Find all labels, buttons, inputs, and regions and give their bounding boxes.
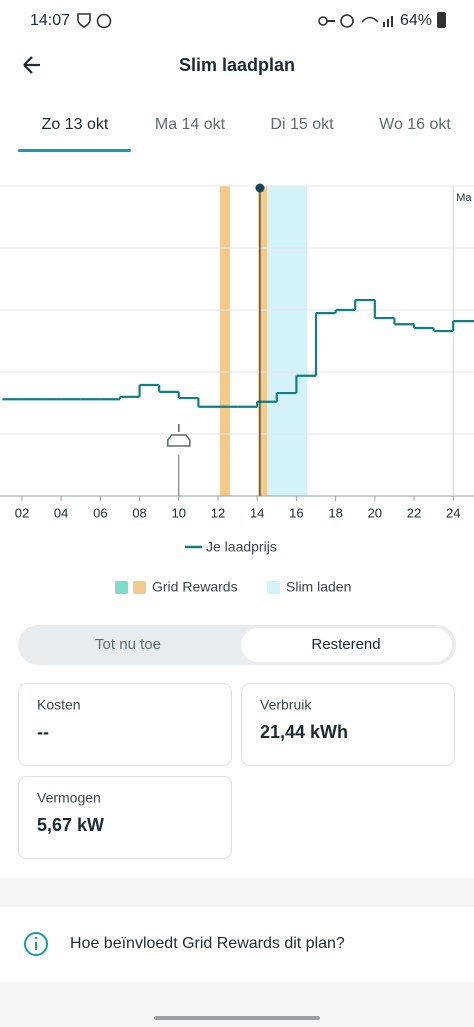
tab[interactable]: Di 15 okt <box>270 116 334 133</box>
legend-label: Slim laden <box>286 579 351 595</box>
toggle-option[interactable]: Tot nu toe <box>95 636 161 653</box>
card-label: Kosten <box>37 697 81 713</box>
header-title: Slim laadplan <box>179 55 295 75</box>
card-value: 21,44 kWh <box>260 722 348 742</box>
separator <box>0 878 474 906</box>
tab[interactable]: Ma 14 okt <box>155 116 226 133</box>
x-tick-label: 16 <box>289 505 303 520</box>
x-tick-label: 14 <box>250 505 264 520</box>
toggle-option[interactable]: Resterend <box>311 636 380 653</box>
info-row[interactable]: Hoe beïnvloedt Grid Rewards dit plan? <box>70 935 345 952</box>
status-icons <box>77 12 446 29</box>
x-tick-label: 20 <box>368 505 382 520</box>
toggle-options: Tot nu toe Resterend <box>95 628 452 662</box>
band <box>258 186 267 496</box>
legend-swatch <box>115 581 128 594</box>
band <box>219 186 230 496</box>
x-tick-label: 02 <box>15 505 29 520</box>
status-time: 14:07 <box>30 12 70 29</box>
x-tick-label: 22 <box>407 505 421 520</box>
nav-handle <box>154 1016 320 1020</box>
tabs: Zo 13 okt Ma 14 okt Di 15 okt Wo 16 okt <box>42 116 452 133</box>
legend-swatch <box>267 581 280 594</box>
legend-label: Grid Rewards <box>152 579 238 595</box>
x-tick-label: 24 <box>446 505 460 520</box>
card <box>241 683 455 766</box>
info-icon-stem <box>35 942 37 950</box>
card <box>18 776 232 859</box>
bottom-area <box>0 982 474 1027</box>
toggle-active <box>241 628 452 662</box>
back-button[interactable] <box>23 56 40 74</box>
x-tick-label: 06 <box>93 505 107 520</box>
x-tick-label: 18 <box>328 505 342 520</box>
status-battery: 64% <box>400 12 432 29</box>
card-value: 5,67 kW <box>37 815 104 835</box>
legend-swatch <box>133 581 146 594</box>
x-tick-label: 08 <box>132 505 146 520</box>
tab-indicator <box>18 149 131 152</box>
cards: Kosten -- Verbruik 21,44 kWh Vermogen 5,67 kW <box>18 683 455 859</box>
card-value: -- <box>37 722 49 742</box>
x-tick-label: 12 <box>211 505 225 520</box>
x-tick-label: 04 <box>54 505 68 520</box>
legend-label: Je laadprijs <box>206 539 277 555</box>
card <box>18 683 232 766</box>
card-label: Verbruik <box>260 697 312 713</box>
car-icon <box>166 424 191 447</box>
info-icon-dot <box>34 936 38 940</box>
tab[interactable]: Zo 13 okt <box>42 116 109 133</box>
tab[interactable]: Wo 16 okt <box>379 116 451 133</box>
now-dot <box>255 183 265 193</box>
info-icon <box>24 932 48 956</box>
x-tick-label: 10 <box>172 505 186 520</box>
day-marker-label: Ma <box>456 192 472 204</box>
card-label: Vermogen <box>37 790 101 806</box>
chart: 02 04 06 08 10 12 14 16 18 20 22 24 Ma Je laadprijs Gr… <box>0 183 474 595</box>
